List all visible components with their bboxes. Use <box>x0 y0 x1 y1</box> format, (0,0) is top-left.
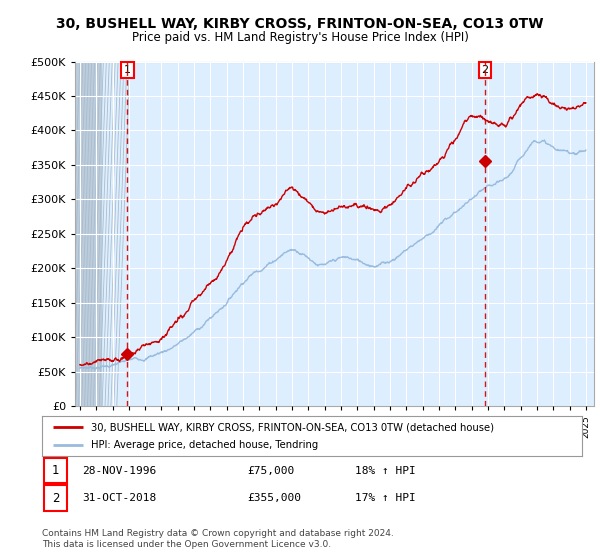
FancyBboxPatch shape <box>44 486 67 511</box>
FancyBboxPatch shape <box>44 458 67 483</box>
Text: 30, BUSHELL WAY, KIRBY CROSS, FRINTON-ON-SEA, CO13 0TW (detached house): 30, BUSHELL WAY, KIRBY CROSS, FRINTON-ON… <box>91 422 494 432</box>
Text: 31-OCT-2018: 31-OCT-2018 <box>83 493 157 503</box>
Text: 17% ↑ HPI: 17% ↑ HPI <box>355 493 416 503</box>
Text: 2: 2 <box>482 65 489 75</box>
Text: 30, BUSHELL WAY, KIRBY CROSS, FRINTON-ON-SEA, CO13 0TW: 30, BUSHELL WAY, KIRBY CROSS, FRINTON-ON… <box>56 17 544 31</box>
Text: 18% ↑ HPI: 18% ↑ HPI <box>355 466 416 476</box>
Text: 1: 1 <box>52 464 59 477</box>
Text: 1: 1 <box>124 65 131 75</box>
Text: Price paid vs. HM Land Registry's House Price Index (HPI): Price paid vs. HM Land Registry's House … <box>131 31 469 44</box>
Text: HPI: Average price, detached house, Tendring: HPI: Average price, detached house, Tend… <box>91 440 318 450</box>
Text: £75,000: £75,000 <box>247 466 295 476</box>
Text: 2: 2 <box>52 492 59 505</box>
Text: £355,000: £355,000 <box>247 493 301 503</box>
Text: Contains HM Land Registry data © Crown copyright and database right 2024.
This d: Contains HM Land Registry data © Crown c… <box>42 529 394 549</box>
Text: 28-NOV-1996: 28-NOV-1996 <box>83 466 157 476</box>
